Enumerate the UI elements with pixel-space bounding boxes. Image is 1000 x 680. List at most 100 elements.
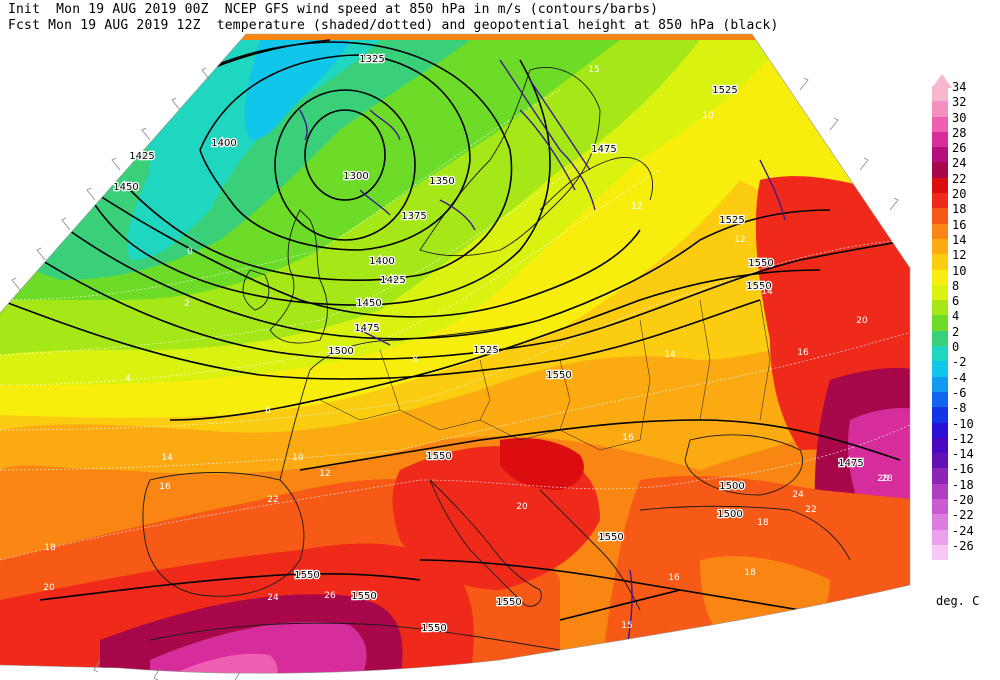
legend-label: -4 [952,370,967,385]
height-label: 1525 [473,345,498,356]
legend-label: 4 [952,309,960,324]
height-label: 1475 [591,144,616,155]
temperature-label: 16 [797,348,809,358]
legend-entry: -2 [928,355,998,377]
legend-swatch [932,391,948,408]
legend-swatch [932,284,948,301]
legend-entry: 26 [928,141,998,163]
legend-swatch [932,422,948,438]
temperature-label: 6 [265,406,271,416]
legend-entry: 8 [928,279,998,301]
legend-swatch [932,101,948,117]
temperature-label: 22 [267,495,278,505]
legend-label: -26 [952,538,974,553]
temperature-label: 22 [805,505,816,515]
height-label: 1550 [421,623,446,634]
temperature-label: 24 [267,593,279,603]
legend-label: 24 [952,156,967,171]
temperature-label: 14 [664,350,676,360]
legend-swatch [932,208,948,224]
legend-swatch [932,468,948,484]
height-label: 1300 [343,171,368,182]
temperature-label: 12 [734,235,745,245]
height-label: 1425 [129,151,154,162]
legend-label: 26 [952,141,967,156]
legend-label: 12 [952,248,967,263]
legend-label: 20 [952,187,967,202]
legend-swatch [932,177,948,194]
legend-entry: 30 [928,111,998,132]
temperature-label: 26 [324,591,336,601]
height-label: 1550 [546,370,571,381]
wind-speed-contours [299,59,786,661]
legend-entry: -8 [928,401,998,423]
legend-entry: 32 [928,95,998,117]
height-label: 1550 [748,258,773,269]
temperature-label: 12 [319,469,330,479]
legend-entry: 12 [928,248,998,270]
legend-entry: -18 [928,478,998,500]
legend-swatch [932,254,948,270]
legend-label: -10 [952,416,974,431]
legend-swatch [932,86,948,102]
temperature-label: 4 [125,374,131,384]
legend-entry: 28 [928,126,998,148]
height-label: 1450 [356,298,381,309]
geopotential-height-contours [0,39,910,621]
legend-swatch [932,131,948,148]
temperature-label: 20 [856,316,868,326]
legend-swatch [932,407,948,423]
legend-label: -2 [952,355,967,370]
legend-label: 34 [952,80,967,94]
legend-entry: -16 [928,462,998,484]
temperature-label: 24 [792,490,804,500]
legend-label: -8 [952,401,967,416]
legend-entry: -4 [928,371,998,392]
temperature-label: 28 [877,474,889,484]
legend-entry: 14 [928,233,998,255]
legend-entry: -12 [928,432,998,454]
temperature-label: 18 [757,518,769,528]
legend-unit-label: deg. C [936,594,980,608]
legend-entry: -10 [928,417,998,438]
temperature-label: 16 [159,482,171,492]
legend-entry: 2 [928,325,998,347]
height-label: 1550 [746,281,771,292]
temperature-label: 15 [621,621,632,631]
legend-label: -12 [952,431,974,446]
legend-swatch [932,361,948,377]
legend-entry: 18 [928,202,998,224]
height-label: 1475 [838,458,863,469]
legend-entry: 0 [928,340,998,362]
height-label: 1325 [359,54,384,65]
temperature-label: 18 [44,543,56,553]
height-label: 1425 [380,275,405,286]
init-time-header: Init Mon 19 AUG 2019 00Z NCEP GFS wind s… [8,2,659,17]
legend-label: -24 [952,523,974,538]
legend-label: 14 [952,232,967,247]
height-label: 1525 [719,215,744,226]
height-label: 1350 [429,176,454,187]
legend-entry: 6 [928,294,998,316]
legend-label: -6 [952,385,967,400]
height-label: 1475 [354,323,379,334]
temperature-contours [0,89,910,561]
forecast-description-header: Fcst Mon 19 AUG 2019 12Z temperature (sh… [8,18,779,33]
temperature-label: 14 [161,453,173,463]
map-frame [0,33,911,674]
legend-entry: -14 [928,447,998,469]
legend-label: -20 [952,493,974,508]
legend-swatch [932,330,948,347]
legend-entry: -6 [928,386,998,408]
height-label: 1525 [712,85,737,96]
temperature-label: 10 [292,453,304,463]
legend-label: 6 [952,294,960,309]
height-label: 1550 [598,532,623,543]
legend-swatch [932,514,948,530]
legend-label: 22 [952,171,967,186]
height-label: 1550 [351,591,376,602]
temperature-color-legend: 34 32 30 28 26 24 22 20 18 16 14 12 10 8 6 4 2 0 -2 -4 -6 -8-… [928,74,998,561]
height-label: 1550 [294,570,319,581]
